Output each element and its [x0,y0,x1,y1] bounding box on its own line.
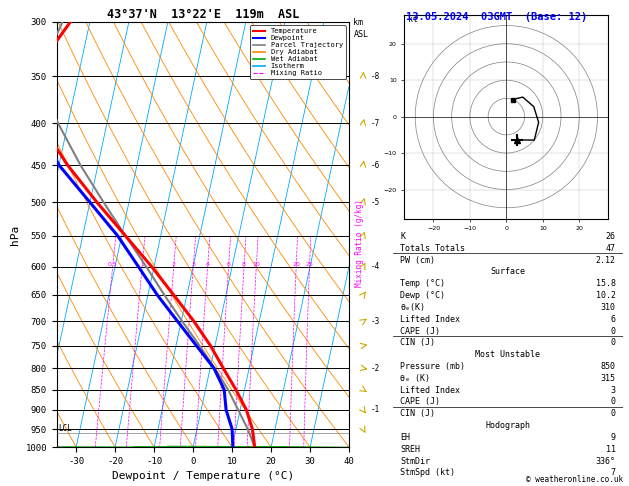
Title: 43°37'N  13°22'E  119m  ASL: 43°37'N 13°22'E 119m ASL [107,8,299,21]
Text: 7: 7 [611,469,616,477]
Y-axis label: hPa: hPa [10,225,20,244]
Text: Totals Totals: Totals Totals [400,244,465,253]
Text: 0: 0 [611,409,616,418]
Legend: Temperature, Dewpoint, Parcel Trajectory, Dry Adiabat, Wet Adiabat, Isotherm, Mi: Temperature, Dewpoint, Parcel Trajectory… [250,25,345,79]
Text: Hodograph: Hodograph [486,421,530,430]
Text: 47: 47 [606,244,616,253]
Text: ASL: ASL [353,30,369,39]
Text: 15.8: 15.8 [596,279,616,288]
Text: StmSpd (kt): StmSpd (kt) [400,469,455,477]
Text: Temp (°C): Temp (°C) [400,279,445,288]
Text: 3: 3 [611,385,616,395]
Text: Lifted Index: Lifted Index [400,315,460,324]
Text: SREH: SREH [400,445,420,454]
Text: -7: -7 [371,119,381,128]
Text: -8: -8 [371,72,381,81]
Text: 6: 6 [226,261,231,267]
Text: km: km [353,18,364,27]
X-axis label: Dewpoint / Temperature (°C): Dewpoint / Temperature (°C) [112,471,294,482]
Text: 310: 310 [601,303,616,312]
Text: Mixing Ratio (g/kg): Mixing Ratio (g/kg) [355,199,364,287]
Text: LCL: LCL [58,424,72,433]
Text: 20: 20 [292,261,300,267]
Text: 0: 0 [611,327,616,335]
Text: Surface: Surface [491,267,525,277]
Text: 2: 2 [172,261,175,267]
Text: kt: kt [408,15,418,24]
Text: 315: 315 [601,374,616,383]
Text: StmDir: StmDir [400,456,430,466]
Text: -5: -5 [371,198,381,207]
Text: PW (cm): PW (cm) [400,256,435,265]
Text: -3: -3 [371,317,381,326]
Text: 13.05.2024  03GMT  (Base: 12): 13.05.2024 03GMT (Base: 12) [406,12,587,22]
Text: -2: -2 [371,364,381,373]
Text: 0: 0 [611,398,616,406]
Text: EH: EH [400,433,410,442]
Text: -1: -1 [371,405,381,415]
Text: 850: 850 [601,362,616,371]
Text: 10.2: 10.2 [596,291,616,300]
Text: 8: 8 [242,261,246,267]
Text: 26: 26 [606,232,616,241]
Text: 0.5: 0.5 [108,261,118,267]
Text: CIN (J): CIN (J) [400,409,435,418]
Text: -6: -6 [371,160,381,170]
Text: -4: -4 [371,262,381,271]
Text: CAPE (J): CAPE (J) [400,398,440,406]
Text: CAPE (J): CAPE (J) [400,327,440,335]
Text: 11: 11 [606,445,616,454]
Text: 1: 1 [140,261,144,267]
Text: CIN (J): CIN (J) [400,338,435,347]
Text: 10: 10 [252,261,260,267]
Text: Most Unstable: Most Unstable [476,350,540,359]
Text: θₑ(K): θₑ(K) [400,303,425,312]
Text: 4: 4 [206,261,209,267]
Text: 0: 0 [611,338,616,347]
Text: 3: 3 [191,261,195,267]
Text: 336°: 336° [596,456,616,466]
Text: 9: 9 [611,433,616,442]
Text: © weatheronline.co.uk: © weatheronline.co.uk [526,474,623,484]
Text: 2.12: 2.12 [596,256,616,265]
Text: θₑ (K): θₑ (K) [400,374,430,383]
Text: K: K [400,232,405,241]
Text: 6: 6 [611,315,616,324]
Text: 25: 25 [306,261,313,267]
Text: Pressure (mb): Pressure (mb) [400,362,465,371]
Text: Dewp (°C): Dewp (°C) [400,291,445,300]
Text: Lifted Index: Lifted Index [400,385,460,395]
